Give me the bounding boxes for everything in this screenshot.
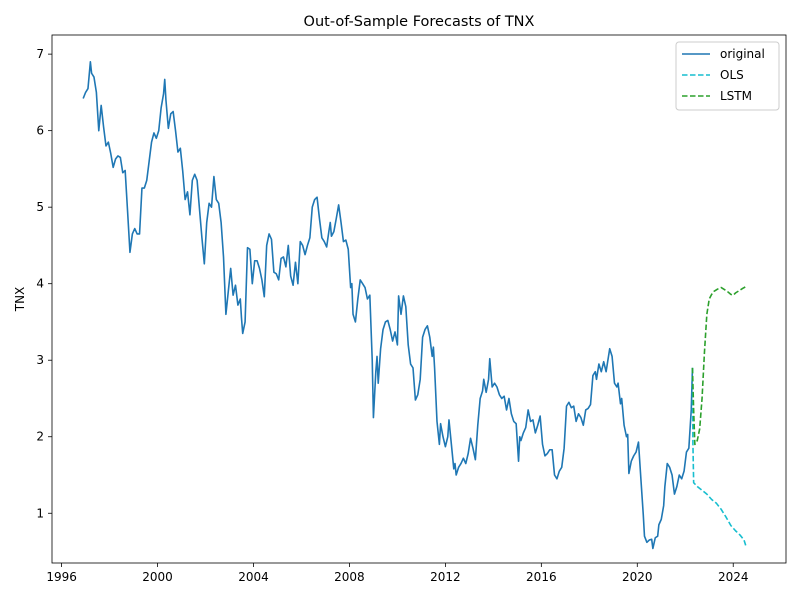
- y-axis-ticks: 1 2 3 4 5 6 7: [36, 47, 52, 520]
- series-layer: [82, 60, 747, 550]
- series-line-ols: [691, 367, 747, 546]
- x-tick-label: 2020: [622, 570, 653, 584]
- y-axis-label: TNX: [13, 287, 27, 313]
- x-tick-label: 2008: [334, 570, 365, 584]
- x-tick-label: 2012: [430, 570, 461, 584]
- legend-box: [675, 41, 780, 111]
- y-tick-label: 2: [36, 430, 44, 444]
- legend-label-lstm: LSTM: [720, 89, 752, 103]
- y-tick-label: 6: [36, 124, 44, 138]
- x-tick-label: 2016: [526, 570, 557, 584]
- series-line-lstm: [691, 286, 747, 446]
- y-tick-label: 1: [36, 506, 44, 520]
- legend: original OLS LSTM: [675, 41, 780, 111]
- y-tick-label: 5: [36, 200, 44, 214]
- chart-title: Out-of-Sample Forecasts of TNX: [304, 14, 535, 30]
- x-tick-label: 2000: [142, 570, 173, 584]
- x-tick-label: 1996: [46, 570, 77, 584]
- series-line-original: [82, 60, 694, 550]
- y-tick-label: 7: [36, 47, 44, 61]
- legend-label-ols: OLS: [720, 68, 744, 82]
- y-tick-label: 3: [36, 353, 44, 367]
- legend-label-original: original: [720, 47, 765, 61]
- plot-frame: [51, 34, 787, 564]
- x-axis-ticks: 1996 2000 2004 2008 2012 2016 2020 2024: [46, 563, 749, 584]
- x-tick-label: 2004: [238, 570, 269, 584]
- x-tick-label: 2024: [718, 570, 749, 584]
- y-tick-label: 4: [36, 277, 44, 291]
